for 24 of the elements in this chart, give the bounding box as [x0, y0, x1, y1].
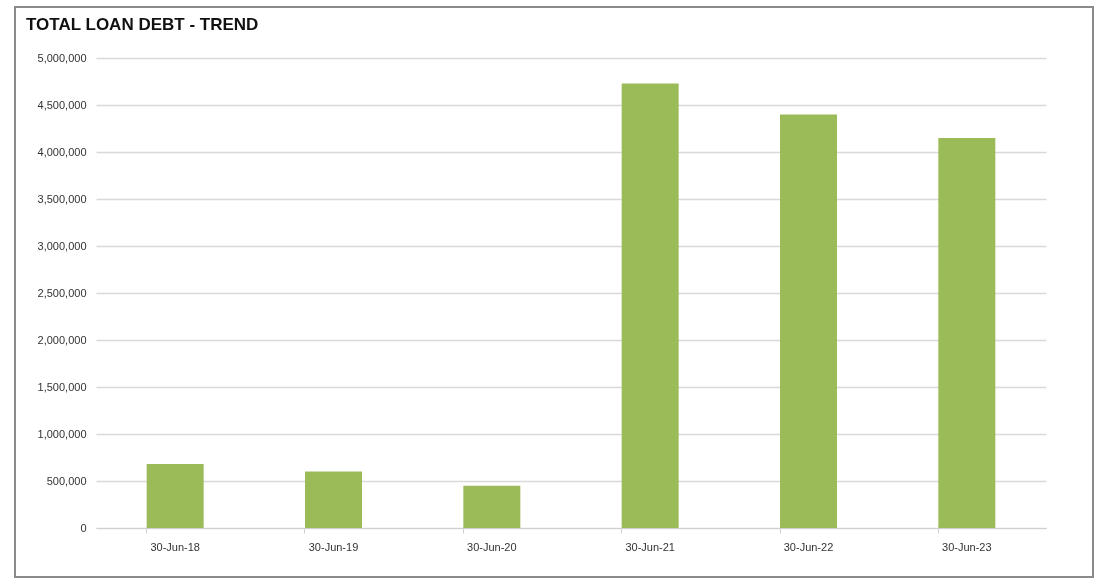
y-tick-label: 4,500,000	[37, 98, 87, 111]
bar	[463, 485, 521, 528]
y-tick-label: 2,500,000	[37, 286, 87, 299]
bar	[621, 83, 679, 528]
x-tick-label: 30-Jun-21	[625, 540, 675, 553]
y-tick-label: 2,000,000	[37, 333, 87, 346]
chart-title: TOTAL LOAN DEBT - TREND	[26, 15, 259, 34]
x-tick-label: 30-Jun-19	[308, 540, 359, 553]
x-tick-label: 30-Jun-22	[783, 540, 834, 553]
y-tick-label: 3,000,000	[37, 239, 87, 252]
y-tick-label: 4,000,000	[37, 145, 87, 158]
y-tick-label: 5,000,000	[37, 51, 87, 64]
bar	[146, 464, 204, 528]
y-tick-label: 1,500,000	[37, 380, 87, 393]
y-tick-label: 500,000	[46, 474, 87, 487]
bar	[780, 114, 837, 528]
x-tick-label: 30-Jun-20	[467, 540, 517, 553]
y-tick-label: 0	[80, 521, 87, 534]
bar	[305, 471, 362, 528]
bar	[938, 137, 996, 528]
y-tick-label: 3,500,000	[37, 192, 87, 205]
x-tick-label: 30-Jun-18	[150, 540, 200, 553]
x-tick-label: 30-Jun-23	[942, 540, 992, 553]
y-tick-label: 1,000,000	[37, 427, 87, 440]
